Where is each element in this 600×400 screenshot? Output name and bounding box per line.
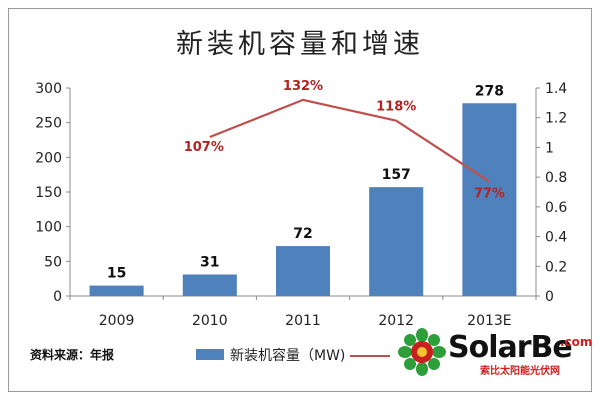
y-left-tick-label: 0: [53, 289, 62, 305]
y-right-tick-label: 1.4: [545, 81, 567, 97]
y-right-tick-label: 0: [545, 289, 554, 305]
legend-line-swatch: [350, 355, 390, 357]
growth-value-label: 118%: [376, 100, 416, 115]
bar: [275, 246, 331, 296]
logo-subtitle: 索比太阳能光伏网: [480, 366, 560, 377]
growth-value-label: 77%: [474, 187, 505, 202]
logo-domain-suffix: .com: [560, 335, 593, 349]
y-right-tick-label: 0.2: [545, 259, 567, 275]
y-left-tick-label: 150: [35, 185, 62, 201]
y-left-tick-label: 100: [35, 220, 62, 236]
y-left-tick-label: 300: [35, 81, 62, 97]
x-tick-label: 2009: [99, 313, 135, 329]
bar-value-label: 31: [200, 255, 219, 271]
logo-wordmark: SolarBe: [448, 330, 573, 365]
y-left-tick-label: 250: [35, 116, 62, 132]
bar-value-label: 15: [107, 266, 126, 282]
y-right-tick-label: 0.6: [545, 200, 567, 216]
bar: [369, 187, 424, 296]
source-note: 资料来源：年报: [30, 348, 115, 362]
y-left-tick-label: 50: [44, 254, 62, 270]
x-tick-label: 2011: [285, 313, 321, 329]
bar: [462, 103, 517, 297]
x-tick-label: 2010: [192, 313, 228, 329]
y-left-tick-label: 200: [35, 150, 62, 166]
growth-line: [209, 98, 491, 183]
y-right-tick-label: 1: [545, 140, 554, 156]
x-tick-label: 2012: [378, 313, 414, 329]
y-right-tick-label: 0.4: [545, 230, 567, 246]
legend-bar-swatch: [196, 349, 224, 360]
legend-bar-label: 新装机容量（MW): [230, 348, 346, 364]
growth-value-label: 132%: [283, 79, 323, 94]
bar: [89, 285, 144, 296]
y-right-tick-label: 0.8: [545, 170, 567, 186]
y-right-tick-label: 1.2: [545, 111, 567, 127]
bar-value-label: 278: [475, 83, 504, 99]
sunflower-icon: [398, 328, 446, 376]
bar: [182, 274, 237, 296]
x-tick-label: 2013E: [467, 313, 511, 329]
solarbe-logo: SolarBe .com 索比太阳能光伏网: [392, 322, 592, 388]
bar-value-label: 157: [382, 167, 411, 183]
bar-value-label: 72: [293, 226, 312, 242]
chart-title: 新装机容量和增速: [176, 29, 424, 60]
growth-value-label: 107%: [184, 140, 224, 155]
